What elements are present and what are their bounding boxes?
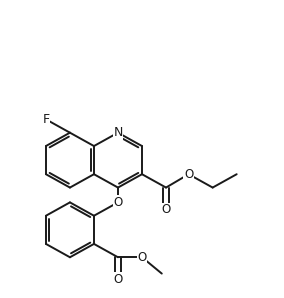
Text: N: N <box>113 126 123 139</box>
Text: O: O <box>113 273 123 286</box>
Text: O: O <box>137 251 147 264</box>
Text: F: F <box>42 113 49 126</box>
Text: O: O <box>113 196 123 209</box>
Text: O: O <box>184 168 193 181</box>
Text: O: O <box>161 203 171 216</box>
